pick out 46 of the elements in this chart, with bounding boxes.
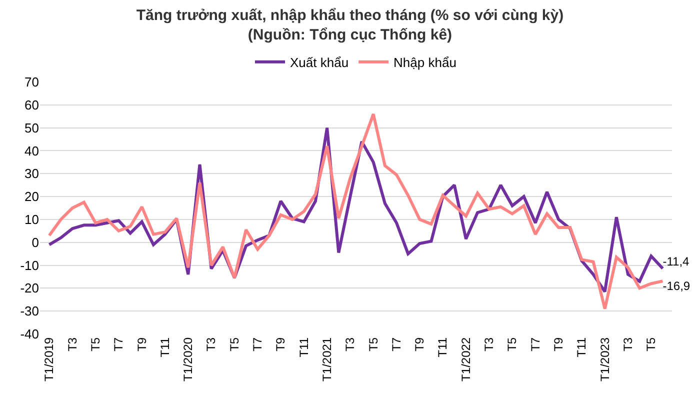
x-tick-label: T7: [528, 337, 542, 352]
x-tick-label: T7: [250, 337, 265, 352]
x-tick-label: T11: [574, 337, 589, 358]
legend-label: Xuất khẩu: [290, 54, 349, 70]
y-tick-label: 30: [24, 166, 39, 182]
x-tick-label: T5: [505, 337, 520, 352]
x-tick-label: T5: [644, 337, 658, 352]
y-tick-label: 10: [24, 212, 39, 227]
x-tick-label: T5: [366, 337, 380, 352]
x-tick-label: T11: [296, 337, 311, 358]
line-series: [48, 112, 664, 310]
x-tick-label: T9: [551, 337, 566, 352]
x-tick-label: T3: [343, 337, 358, 352]
legend-label: Nhập khẩu: [394, 54, 456, 70]
chart-subtitle: (Nguồn: Tổng cục Thống kê): [248, 26, 452, 44]
x-tick-label: T1/2021: [320, 337, 334, 382]
data-label: -16,9: [662, 279, 690, 294]
x-tick-label: T11: [158, 337, 172, 358]
x-tick-label: T7: [389, 337, 404, 352]
chart-title: Tăng trưởng xuất, nhập khẩu theo tháng (% so với cùng kỳ): [136, 6, 564, 24]
y-tick-label: 60: [24, 97, 39, 112]
y-tick-label: -40: [20, 326, 39, 342]
x-tick-label: T3: [482, 337, 496, 352]
y-tick-label: -30: [20, 304, 39, 319]
x-tick-label: T5: [227, 337, 242, 352]
x-tick-label: T1/2023: [598, 337, 612, 382]
y-tick-label: 40: [24, 143, 39, 158]
y-tick-label: -20: [20, 280, 39, 296]
x-tick-label: T9: [274, 337, 288, 352]
x-tick-label: T3: [204, 337, 218, 352]
x-tick-label: T3: [65, 337, 80, 352]
x-tick-label: T9: [134, 337, 149, 352]
y-tick-label: 20: [24, 189, 39, 204]
x-tick-label: T11: [436, 337, 450, 358]
x-tick-label: T1/2019: [42, 337, 56, 382]
x-tick-label: T7: [112, 337, 126, 352]
y-tick-label: -10: [20, 258, 39, 273]
y-tick-label: 70: [24, 74, 39, 90]
data-label: -11,4: [662, 254, 690, 268]
x-tick-label: T1/2022: [458, 337, 473, 382]
x-tick-label: T3: [620, 337, 635, 352]
x-tick-label: T5: [88, 337, 102, 352]
y-tick-label: 50: [24, 120, 39, 136]
x-tick-label: T9: [412, 337, 427, 352]
y-tick-label: 0: [32, 234, 39, 250]
x-tick-label: T1/2020: [181, 337, 196, 382]
